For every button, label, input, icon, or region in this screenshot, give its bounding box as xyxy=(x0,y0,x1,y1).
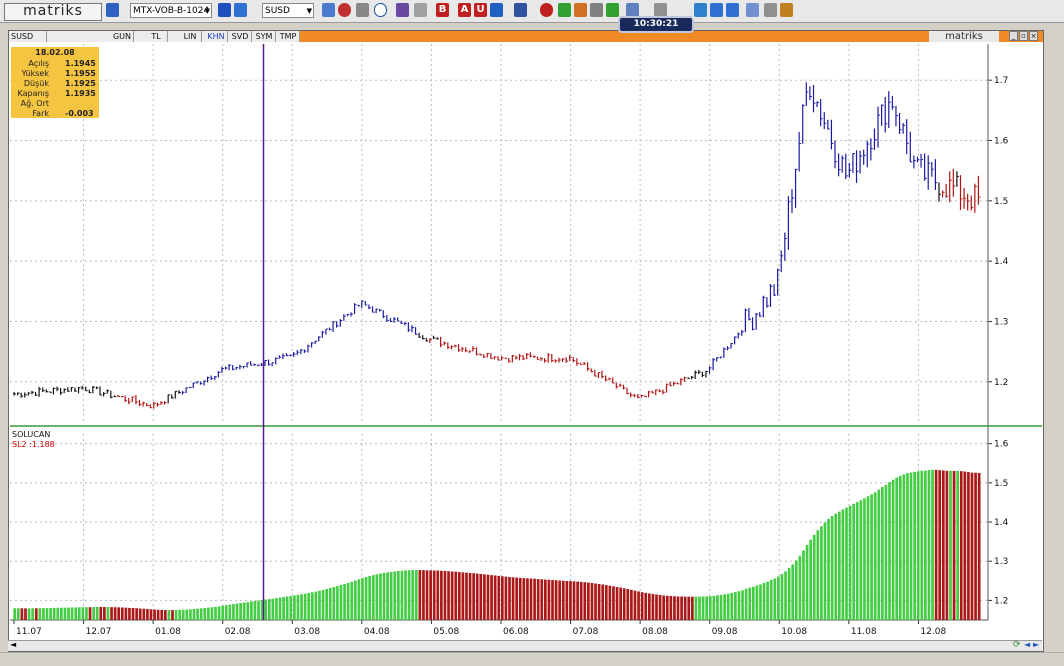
matriks-logo: matriks xyxy=(4,3,102,21)
scroll-left-icon[interactable]: ◄ xyxy=(10,640,17,649)
info-value: 1.1955 xyxy=(65,69,96,78)
info-row-low: Düşük 1.1925 xyxy=(11,79,99,89)
bold-icon[interactable]: B xyxy=(436,3,449,17)
scroll-right-end-icon[interactable]: ► xyxy=(1033,640,1040,649)
pie-icon[interactable] xyxy=(338,3,351,17)
draw-icon[interactable] xyxy=(414,3,427,17)
contract-select[interactable]: MTX-VOB-B-1024 ▼ xyxy=(130,3,212,18)
info-row-close: Kapanış 1.1935 xyxy=(11,89,99,99)
info-value: -0.003 xyxy=(65,109,94,118)
alarm-icon[interactable] xyxy=(574,3,587,17)
indicator-series-label: SL2 xyxy=(12,440,27,449)
close-button[interactable]: × xyxy=(1029,31,1038,41)
text-a-icon[interactable]: A xyxy=(458,3,471,17)
info-row-open: Açılış 1.1945 xyxy=(11,59,99,69)
info-value: 1.1945 xyxy=(65,59,96,68)
window-icon[interactable] xyxy=(218,3,231,17)
info-row-avg: Ağ. Ort xyxy=(11,99,99,109)
indicator-series-value: :1.188 xyxy=(29,440,55,449)
right-panel-strip xyxy=(1047,30,1064,650)
minimize-button[interactable]: _ xyxy=(1009,31,1018,41)
info-label: Ağ. Ort xyxy=(20,99,49,108)
info-value: 1.1935 xyxy=(65,89,96,98)
tab-tl[interactable]: TL xyxy=(145,31,168,42)
info-label: Kapanış xyxy=(17,89,49,98)
folder-icon[interactable] xyxy=(356,3,369,17)
info-icon[interactable] xyxy=(234,3,247,17)
network-icon[interactable] xyxy=(514,3,527,17)
scroll-left-end-icon[interactable]: ◄ xyxy=(1024,640,1031,649)
info-label: Açılış xyxy=(28,59,49,68)
tab-symbol[interactable]: SUSD xyxy=(9,31,47,42)
info-label: Fark xyxy=(32,109,49,118)
brand-label: matriks xyxy=(929,31,999,42)
info-value: 1.1925 xyxy=(65,79,96,88)
contract-select-value: MTX-VOB-B-1024 xyxy=(133,6,210,16)
indicator-series: SL2 :1.188 xyxy=(12,440,55,449)
symbol-select-value: SUSD xyxy=(265,6,290,16)
tab-tmp[interactable]: TMP xyxy=(277,31,300,42)
bell-icon[interactable] xyxy=(780,3,793,17)
info-date: 18.02.08 xyxy=(35,48,75,57)
print-icon[interactable] xyxy=(764,3,777,17)
chevron-down-icon: ▼ xyxy=(306,7,312,15)
chevron-down-icon: ▼ xyxy=(204,7,210,15)
tab-lin[interactable]: LIN xyxy=(179,31,202,42)
restore-button[interactable]: ▫ xyxy=(1019,31,1028,41)
main-toolbar: matriks MTX-VOB-B-1024 ▼ SUSD ▼ B A U xyxy=(0,0,1064,23)
refresh-icon[interactable]: ⟳ xyxy=(1013,640,1021,650)
tab-symbol-label: SUSD xyxy=(11,32,34,41)
info-label: Yüksek xyxy=(21,69,49,78)
globe-icon[interactable] xyxy=(694,3,707,17)
tab-khn[interactable]: KHN xyxy=(205,31,228,42)
status-strip xyxy=(0,652,1064,666)
chart-icon[interactable] xyxy=(322,3,335,17)
chart-tab-strip xyxy=(9,31,299,42)
info-row-high: Yüksek 1.1955 xyxy=(11,69,99,79)
phone-icon[interactable] xyxy=(590,3,603,17)
chart-tabbar: SUSD GUN TL LIN KHN SVD SYM TMP matriks … xyxy=(9,31,1043,42)
underline-icon[interactable]: U xyxy=(474,3,487,17)
restore-icon[interactable] xyxy=(726,3,739,17)
eye-icon[interactable] xyxy=(540,3,553,17)
mail-icon[interactable] xyxy=(746,3,759,17)
clock-icon[interactable] xyxy=(374,3,387,17)
save-icon[interactable] xyxy=(106,3,119,17)
refresh-icon[interactable] xyxy=(558,3,571,17)
tab-svd[interactable]: SVD xyxy=(229,31,252,42)
indicator-name: SOLUCAN xyxy=(12,430,51,439)
maximize-icon[interactable] xyxy=(710,3,723,17)
grid-icon[interactable] xyxy=(606,3,619,17)
sort-icon[interactable] xyxy=(490,3,503,17)
symbol-select[interactable]: SUSD ▼ xyxy=(262,3,314,18)
layers-icon[interactable] xyxy=(396,3,409,17)
clock-display: 10:30:21 xyxy=(618,16,694,33)
info-label: Düşük xyxy=(23,79,49,88)
tab-gun[interactable]: GUN xyxy=(111,31,134,42)
window-list-icon[interactable] xyxy=(654,3,667,17)
horizontal-scrollbar[interactable]: ◄ ⟳ ◄ ► xyxy=(8,640,1042,651)
info-row-diff: Fark -0.003 xyxy=(11,109,99,119)
chart-window: SUSD GUN TL LIN KHN SVD SYM TMP matriks … xyxy=(8,30,1044,652)
menu-icon[interactable] xyxy=(626,3,639,17)
tab-sym[interactable]: SYM xyxy=(253,31,276,42)
price-info-box: 18.02.08 Açılış 1.1945 Yüksek 1.1955 Düşük… xyxy=(11,47,99,118)
